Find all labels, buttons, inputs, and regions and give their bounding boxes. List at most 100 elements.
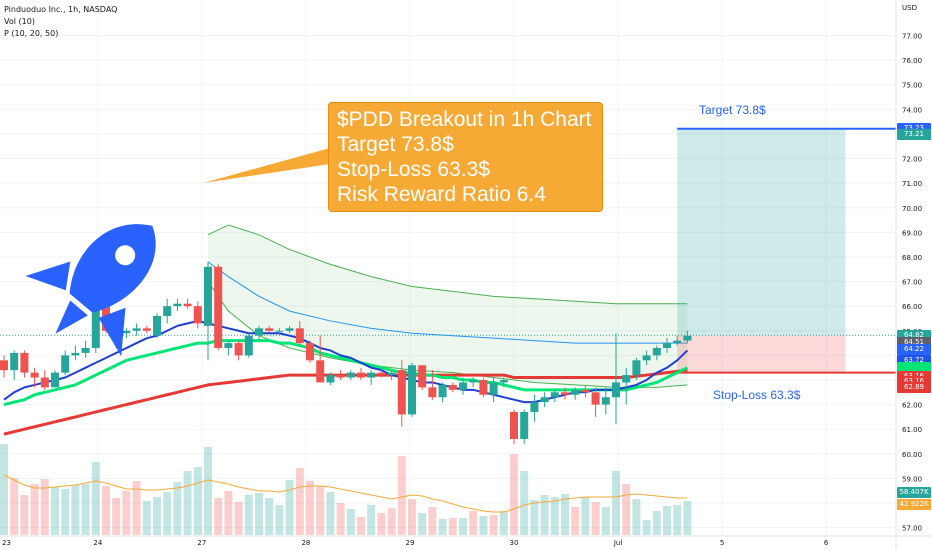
volume-bar (571, 507, 580, 535)
time-axis: 23 24 27 28 29 30 Jul 5 6 (0, 535, 932, 547)
volume-bar (255, 493, 263, 535)
price-tick-label: 70.00 (902, 205, 922, 213)
volume-bar (51, 487, 59, 535)
candlesticks (0, 261, 692, 444)
price-tick-label: 62.00 (902, 402, 922, 410)
candle (204, 261, 212, 361)
candle (387, 370, 396, 380)
volume-bar (418, 513, 427, 535)
stop-zone[interactable] (677, 335, 846, 373)
price-axis-label: 63.72 (897, 355, 931, 367)
candle (632, 357, 641, 380)
candle (520, 409, 529, 444)
candle (285, 325, 294, 334)
volume-bar (673, 505, 682, 535)
price-tick-label: 72.00 (902, 156, 922, 164)
volume-bar (336, 503, 345, 535)
candle (459, 377, 467, 395)
candle (142, 325, 151, 334)
volume-bar (163, 492, 172, 535)
price-tick-label: 67.00 (902, 279, 922, 287)
volume-bar (40, 479, 49, 535)
ma50-line (3, 368, 688, 436)
currency-label: USD (902, 4, 917, 12)
candle (357, 367, 365, 380)
volume-bar (459, 518, 467, 535)
volume-bar (581, 497, 590, 535)
candle (489, 377, 498, 403)
candle (612, 333, 620, 425)
candle (408, 362, 416, 417)
position-tool (0, 127, 896, 374)
candle (673, 335, 682, 346)
candle (581, 384, 590, 398)
volume-bar (448, 518, 457, 535)
price-axis-label: 64.82 (897, 329, 931, 341)
volume-bar (244, 495, 253, 535)
volume-bar (367, 505, 376, 535)
band-middle-line (207, 261, 688, 344)
time-tick-label: 24 (93, 539, 102, 547)
volume-bar (61, 489, 70, 535)
volume-bar (479, 516, 488, 535)
candle (448, 382, 457, 393)
volume-bar (632, 499, 641, 535)
volume-bar (0, 444, 8, 535)
volume-bar (122, 491, 131, 535)
candle (418, 365, 427, 390)
candle (601, 387, 610, 415)
candle (30, 367, 39, 388)
stoploss-annotation: Stop-Loss 63.3$ (713, 388, 801, 402)
volume-bar (30, 484, 39, 535)
candle (265, 325, 274, 334)
candle (224, 340, 233, 356)
price-axis-label: 42.922K (897, 498, 931, 510)
volume-bar (428, 507, 437, 535)
volume-bar (377, 513, 386, 535)
volume-bar (561, 494, 569, 535)
price-tick-label: 68.00 (902, 254, 922, 262)
volume-bar (183, 471, 192, 535)
volume-bar (285, 480, 294, 535)
volume-bar (10, 478, 19, 535)
candle (499, 377, 508, 388)
time-tick-label: 29 (405, 539, 414, 547)
volume-bar (142, 501, 151, 535)
volume-bar (112, 498, 121, 535)
time-tick-label: 30 (510, 539, 519, 547)
price-axis-label: 64.22 (897, 344, 931, 356)
target-annotation: Target 73.8$ (699, 103, 766, 117)
candle (683, 330, 692, 344)
target-zone[interactable] (677, 128, 846, 336)
candle (663, 338, 671, 353)
time-tick-label: 5 (720, 539, 724, 547)
candle (377, 367, 386, 378)
candle (81, 340, 90, 358)
volume-bar (193, 467, 202, 535)
candle (591, 387, 600, 417)
volume-bar (204, 447, 212, 535)
volume-bar (265, 498, 274, 535)
volume-bar (510, 454, 518, 535)
price-tick-label: 60.00 (902, 451, 922, 459)
candle (214, 264, 223, 351)
volume-bar (346, 509, 355, 535)
volume-bar (622, 484, 631, 535)
candle (132, 323, 141, 336)
candle (163, 298, 172, 324)
volume-ma-line (3, 474, 688, 513)
callout-box[interactable]: $PDD Breakout in 1h Chart Target 73.8$ S… (328, 102, 603, 212)
candle (183, 298, 192, 309)
price-tick-label: 61.00 (902, 426, 922, 434)
candle (40, 370, 49, 390)
candle (346, 370, 355, 380)
candle (571, 387, 580, 400)
candle (540, 392, 549, 408)
price-tick-label: 75.00 (902, 82, 922, 90)
candle (561, 387, 569, 400)
price-tick-label: 66.00 (902, 303, 922, 311)
ma-indicator-label: P (10, 20, 50) (4, 29, 59, 38)
volume-bar (275, 505, 284, 535)
price-axis-label: 63.16 (897, 375, 931, 387)
